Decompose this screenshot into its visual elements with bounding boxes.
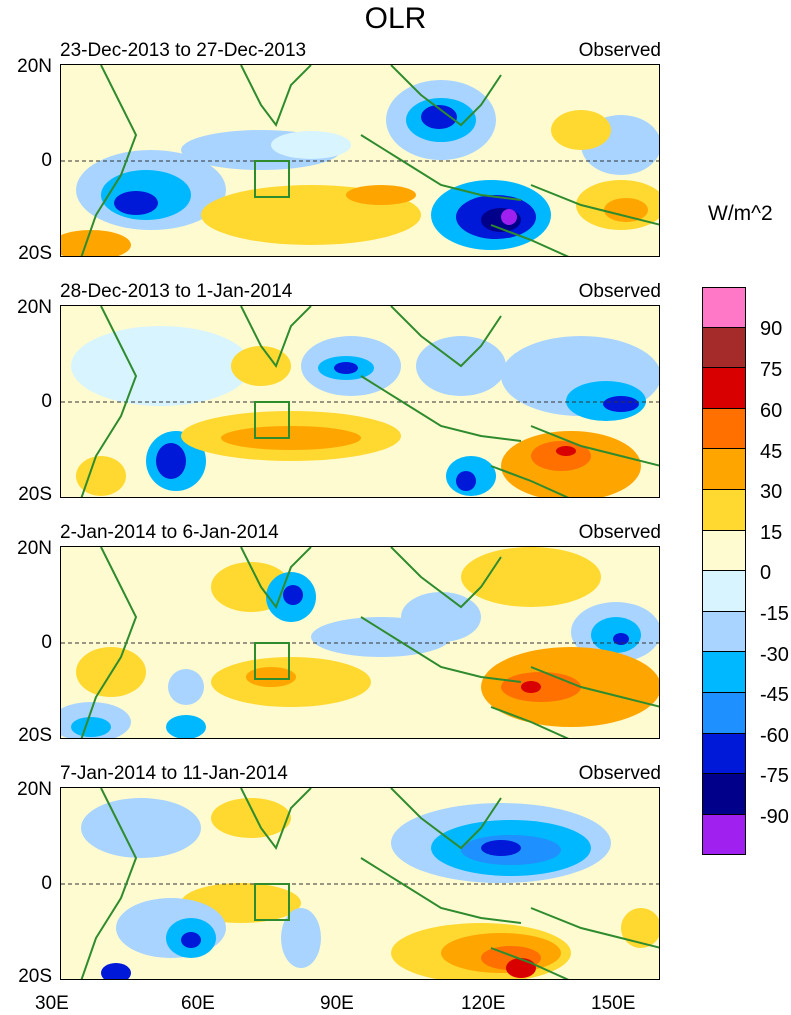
colorbar-label: 45 bbox=[760, 441, 783, 463]
lat-0-p4: 0 bbox=[41, 873, 52, 894]
colorbar-label: 75 bbox=[760, 359, 783, 381]
colorbar-label: -15 bbox=[760, 603, 789, 625]
colorbar-label: -75 bbox=[760, 765, 789, 787]
units-label: W/m^2 bbox=[708, 202, 773, 225]
map-panel-2 bbox=[60, 305, 660, 498]
colorbar-swatch bbox=[702, 692, 746, 734]
colorbar-label: 0 bbox=[760, 562, 772, 584]
lat-20s-p4: 20S bbox=[18, 966, 52, 987]
lat-20n-p4: 20N bbox=[17, 779, 52, 800]
colorbar-label: 15 bbox=[760, 522, 783, 544]
colorbar-swatch bbox=[702, 287, 746, 328]
lat-20n-p1: 20N bbox=[17, 56, 52, 77]
colorbar-swatch bbox=[702, 489, 746, 531]
colorbar-swatch bbox=[702, 530, 746, 572]
colorbar-swatch bbox=[702, 774, 746, 815]
panel-4-label: Observed bbox=[578, 763, 661, 784]
lon-150e: 150E bbox=[591, 993, 636, 1014]
lat-0-p1: 0 bbox=[41, 150, 52, 171]
panel-2-date: 28-Dec-2013 to 1-Jan-2014 bbox=[60, 281, 293, 302]
lon-30e: 30E bbox=[35, 993, 69, 1014]
colorbar-swatch bbox=[702, 652, 746, 693]
colorbar bbox=[702, 287, 746, 856]
lat-0-p2: 0 bbox=[41, 391, 52, 412]
colorbar-swatch bbox=[702, 408, 746, 450]
panel-1-label: Observed bbox=[578, 40, 661, 61]
panel-4-date: 7-Jan-2014 to 11-Jan-2014 bbox=[60, 763, 288, 784]
lat-20s-p1: 20S bbox=[18, 243, 52, 264]
lat-20n-p3: 20N bbox=[17, 538, 52, 559]
panel-1-date: 23-Dec-2013 to 27-Dec-2013 bbox=[60, 40, 307, 61]
colorbar-label: 30 bbox=[760, 481, 783, 503]
colorbar-swatch bbox=[702, 368, 746, 409]
colorbar-label: 90 bbox=[760, 318, 783, 340]
colorbar-swatch bbox=[702, 611, 746, 653]
lon-120e: 120E bbox=[461, 993, 506, 1014]
map-panel-3 bbox=[60, 546, 660, 739]
lat-20n-p2: 20N bbox=[17, 297, 52, 318]
colorbar-label: -90 bbox=[760, 806, 789, 828]
chart-title: OLR bbox=[364, 2, 427, 35]
panel-3-date: 2-Jan-2014 to 6-Jan-2014 bbox=[60, 522, 279, 543]
colorbar-label: -60 bbox=[760, 725, 789, 747]
lat-20s-p2: 20S bbox=[18, 484, 52, 505]
colorbar-swatch bbox=[702, 327, 746, 369]
lon-60e: 60E bbox=[181, 993, 215, 1014]
map-panel-1 bbox=[60, 64, 660, 257]
colorbar-swatch bbox=[702, 571, 746, 612]
colorbar-label: -30 bbox=[760, 644, 789, 666]
lon-90e: 90E bbox=[320, 993, 354, 1014]
lat-0-p3: 0 bbox=[41, 632, 52, 653]
panel-3-label: Observed bbox=[578, 522, 661, 543]
lat-20s-p3: 20S bbox=[18, 725, 52, 746]
colorbar-swatch bbox=[702, 814, 746, 856]
colorbar-swatch bbox=[702, 733, 746, 775]
map-panel-4 bbox=[60, 787, 660, 980]
colorbar-label: 60 bbox=[760, 400, 783, 422]
colorbar-label: -45 bbox=[760, 684, 789, 706]
colorbar-swatch bbox=[702, 449, 746, 490]
panel-2-label: Observed bbox=[578, 281, 661, 302]
